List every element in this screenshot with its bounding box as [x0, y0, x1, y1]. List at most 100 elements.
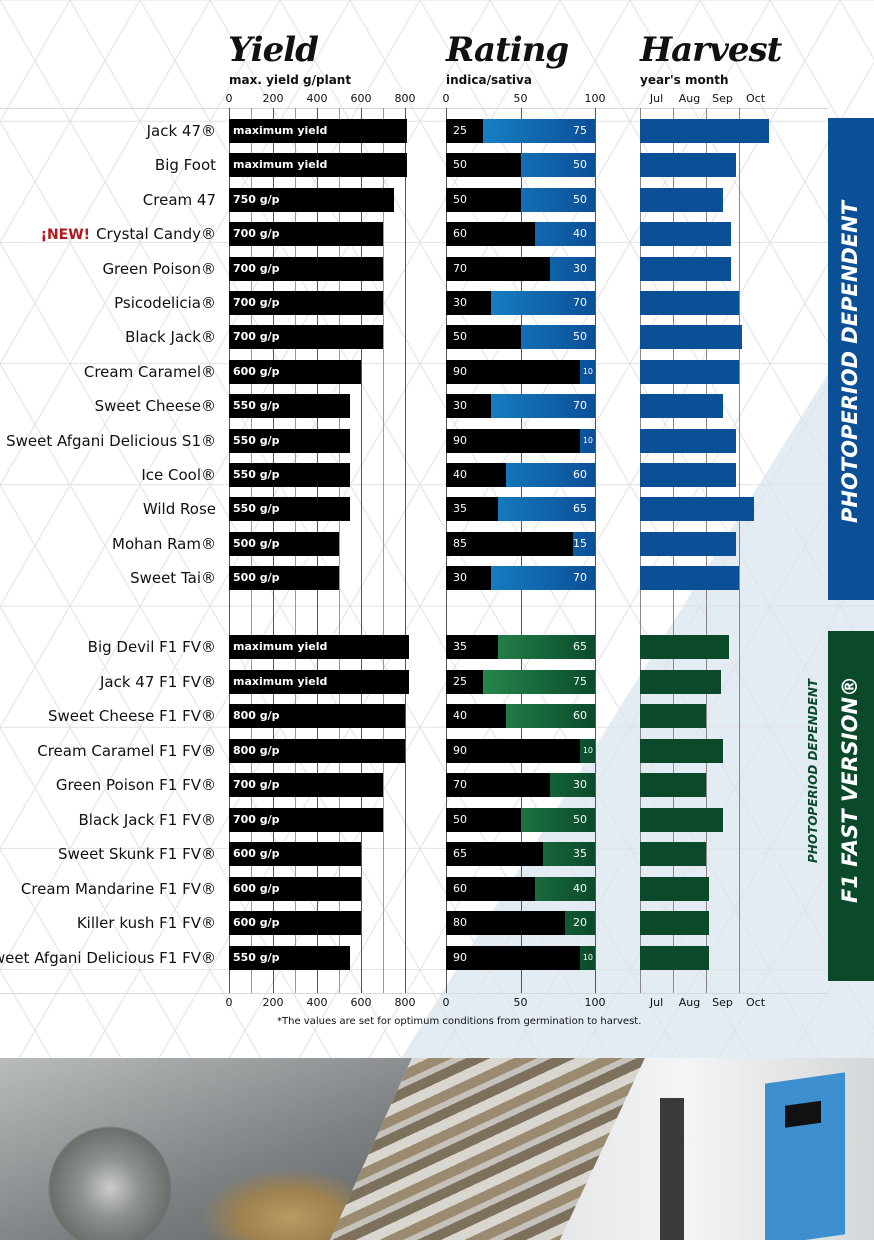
harvest-bar [640, 807, 723, 832]
rating-bar: 30 70 [446, 291, 595, 315]
rating-bar: 25 75 [446, 119, 595, 143]
strain-name: Wild Rose [143, 500, 216, 518]
rating-tick-label: 0 [442, 92, 450, 105]
harvest-title: Harvest [640, 30, 782, 70]
rating-bar: 70 30 [446, 773, 595, 798]
indica-value: 50 [453, 812, 467, 826]
photoperiod-side-label: PHOTOPERIOD DEPENDENT [838, 200, 862, 523]
sativa-value: 65 [573, 502, 587, 516]
rating-bar: 50 50 [446, 187, 595, 212]
indica-value: 50 [453, 330, 467, 344]
rating-bar: 50 50 [446, 325, 595, 350]
harvest-subtitle: year's month [640, 73, 729, 87]
strain-name-text: Mohan Ram® [112, 534, 216, 553]
indica-value: 35 [453, 640, 467, 653]
yield-bar: maximum yield [229, 635, 410, 659]
rating-bar: 30 70 [446, 394, 595, 419]
yield-bar: 550 g/p [229, 428, 350, 453]
strain-name: Green Poison F1 FV® [56, 776, 216, 794]
yield-bar: maximum yield [229, 119, 408, 143]
strain-name: Big Devil F1 FV® [88, 638, 216, 656]
equipment-handle [660, 1098, 684, 1240]
rating-bar: 35 65 [446, 497, 595, 522]
sativa-value: 35 [573, 847, 587, 861]
harvest-tick-label: Jul [649, 92, 664, 105]
strain-name: Jack 47® [147, 122, 216, 140]
yield-bar: maximum yield [229, 153, 408, 178]
strain-name-text: Psicodelicia® [114, 294, 216, 312]
harvest-tick-label: Oct [745, 996, 766, 1009]
harvest-bar [640, 738, 723, 763]
rating-bar: 40 60 [446, 704, 595, 729]
indica-value: 50 [453, 158, 467, 172]
axis-top-line [0, 108, 828, 109]
strain-name-text: Jack 47® [146, 122, 216, 140]
strain-name: Sweet Cheese F1 FV® [48, 707, 216, 725]
strain-name-text: Green Poison F1 FV® [55, 776, 216, 795]
f1-photoperiod-label: PHOTOPERIOD DEPENDENT [806, 678, 820, 863]
strain-name-text: Green Poison® [102, 259, 216, 278]
f1-side-box: F1 FAST VERSION® [828, 631, 874, 981]
photo-seeds-on-scale [0, 1058, 412, 1240]
harvest-bar [640, 945, 710, 970]
new-badge: ¡NEW! [40, 227, 91, 244]
yield-bar: 550 g/p [229, 497, 350, 522]
strain-name-text: Black Jack® [125, 328, 216, 347]
yield-tick-label: 400 [306, 92, 328, 105]
harvest-tick-label: Jul [649, 996, 664, 1009]
harvest-bar [640, 119, 769, 143]
f1-side-label: F1 FAST VERSION® [838, 675, 862, 903]
sativa-value: 15 [573, 536, 587, 550]
yield-bar: 600 g/p [229, 876, 361, 901]
harvest-bar [640, 359, 739, 384]
strain-name: Sweet Cheese® [95, 397, 216, 415]
indica-segment [446, 187, 521, 212]
rating-tick-label: 100 [584, 92, 606, 105]
indica-value: 25 [453, 124, 467, 137]
yield-bar: 750 g/p [229, 187, 394, 212]
strain-name: Cream Mandarine F1 FV® [21, 880, 216, 898]
yield-gridline [361, 108, 362, 993]
strain-name: Sweet Tai® [130, 569, 216, 587]
indica-segment [446, 566, 491, 591]
indica-value: 30 [453, 399, 467, 413]
yield-tick-label: 600 [350, 996, 372, 1009]
strain-name: Green Poison® [102, 260, 216, 278]
rating-bar: 25 75 [446, 669, 595, 694]
rating-bar: 60 40 [446, 876, 595, 901]
rating-tick-label: 50 [513, 92, 528, 105]
strain-name-text: Wild Rose [142, 500, 216, 519]
strain-name: Sweet Skunk F1 FV® [58, 845, 216, 863]
digital-display [785, 1100, 821, 1128]
strain-name-text: Cream Caramel® [83, 362, 216, 381]
rating-bar: 60 40 [446, 222, 595, 247]
indica-value: 60 [453, 227, 467, 241]
strain-name-text: Big Devil F1 FV® [87, 638, 216, 656]
yield-gridline [339, 108, 340, 993]
harvest-bar [640, 876, 710, 901]
sativa-value: 60 [573, 709, 587, 723]
indica-segment [446, 738, 581, 763]
yield-tick-label: 800 [394, 92, 416, 105]
harvest-bar [640, 773, 706, 798]
rating-bar: 65 35 [446, 842, 595, 867]
yield-bar: 600 g/p [229, 842, 361, 867]
yield-tick-label: 400 [306, 996, 328, 1009]
sativa-value: 30 [573, 261, 587, 275]
yield-bar: 700 g/p [229, 773, 383, 798]
harvest-bar [640, 256, 731, 281]
yield-bar: maximum yield [229, 669, 410, 694]
indica-segment [446, 531, 573, 556]
sativa-value: 70 [573, 296, 587, 309]
harvest-bar [640, 566, 739, 591]
strain-name: Mohan Ram® [112, 535, 216, 553]
indica-value: 40 [453, 709, 467, 723]
sativa-value: 10 [582, 366, 593, 376]
harvest-bar [640, 325, 743, 350]
indica-value: 40 [453, 468, 467, 481]
strain-name: Cream 47 [143, 191, 216, 209]
sativa-value: 40 [573, 881, 587, 895]
sativa-value: 40 [573, 227, 587, 241]
indica-value: 30 [453, 571, 467, 585]
strain-name-text: Sweet Afgani Delicious F1 FV® [0, 948, 216, 967]
